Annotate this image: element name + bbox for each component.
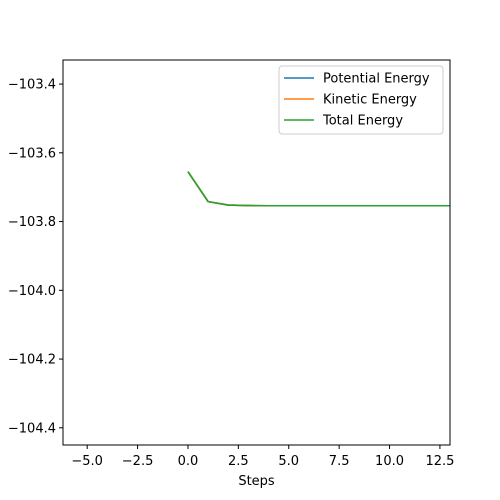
y-tick-label: −103.6: [8, 146, 56, 161]
series-line-total-energy: [187, 171, 450, 207]
x-tick-label: 0.0: [178, 454, 199, 469]
y-tick-label: −103.4: [8, 78, 56, 93]
legend-label: Total Energy: [322, 114, 403, 129]
plot-frame: [62, 59, 451, 446]
x-ticks: −5.0 −2.5 0.0 2.5 5.0 7.5 10.0 12.5: [71, 445, 454, 469]
legend-label: Kinetic Energy: [323, 93, 417, 108]
y-ticks: −103.4 −103.6 −103.8 −104.0 −104.2 −104.4: [8, 78, 63, 436]
y-tick-label: −103.8: [8, 215, 56, 230]
y-tick-label: −104.2: [8, 353, 56, 368]
series-line-potential-energy: [187, 171, 450, 207]
x-tick-label: 5.0: [278, 454, 299, 469]
y-tick-label: −104.4: [8, 421, 56, 436]
legend: Potential Energy Kinetic Energy Total Ener…: [278, 65, 444, 135]
x-axis-label: Steps: [238, 474, 275, 489]
x-tick-label: 12.5: [425, 454, 454, 469]
series-line-kinetic-energy: [187, 171, 450, 207]
legend-box: [278, 65, 444, 135]
series-layer: [187, 171, 450, 207]
x-tick-label: 7.5: [329, 454, 350, 469]
legend-entries: Potential Energy Kinetic Energy Total Ener…: [284, 72, 430, 129]
x-tick-label: −5.0: [71, 454, 103, 469]
x-tick-label: 2.5: [228, 454, 249, 469]
legend-label: Potential Energy: [323, 72, 430, 87]
x-tick-label: −2.5: [122, 454, 154, 469]
y-tick-label: −104.0: [8, 284, 56, 299]
x-tick-label: 10.0: [375, 454, 404, 469]
